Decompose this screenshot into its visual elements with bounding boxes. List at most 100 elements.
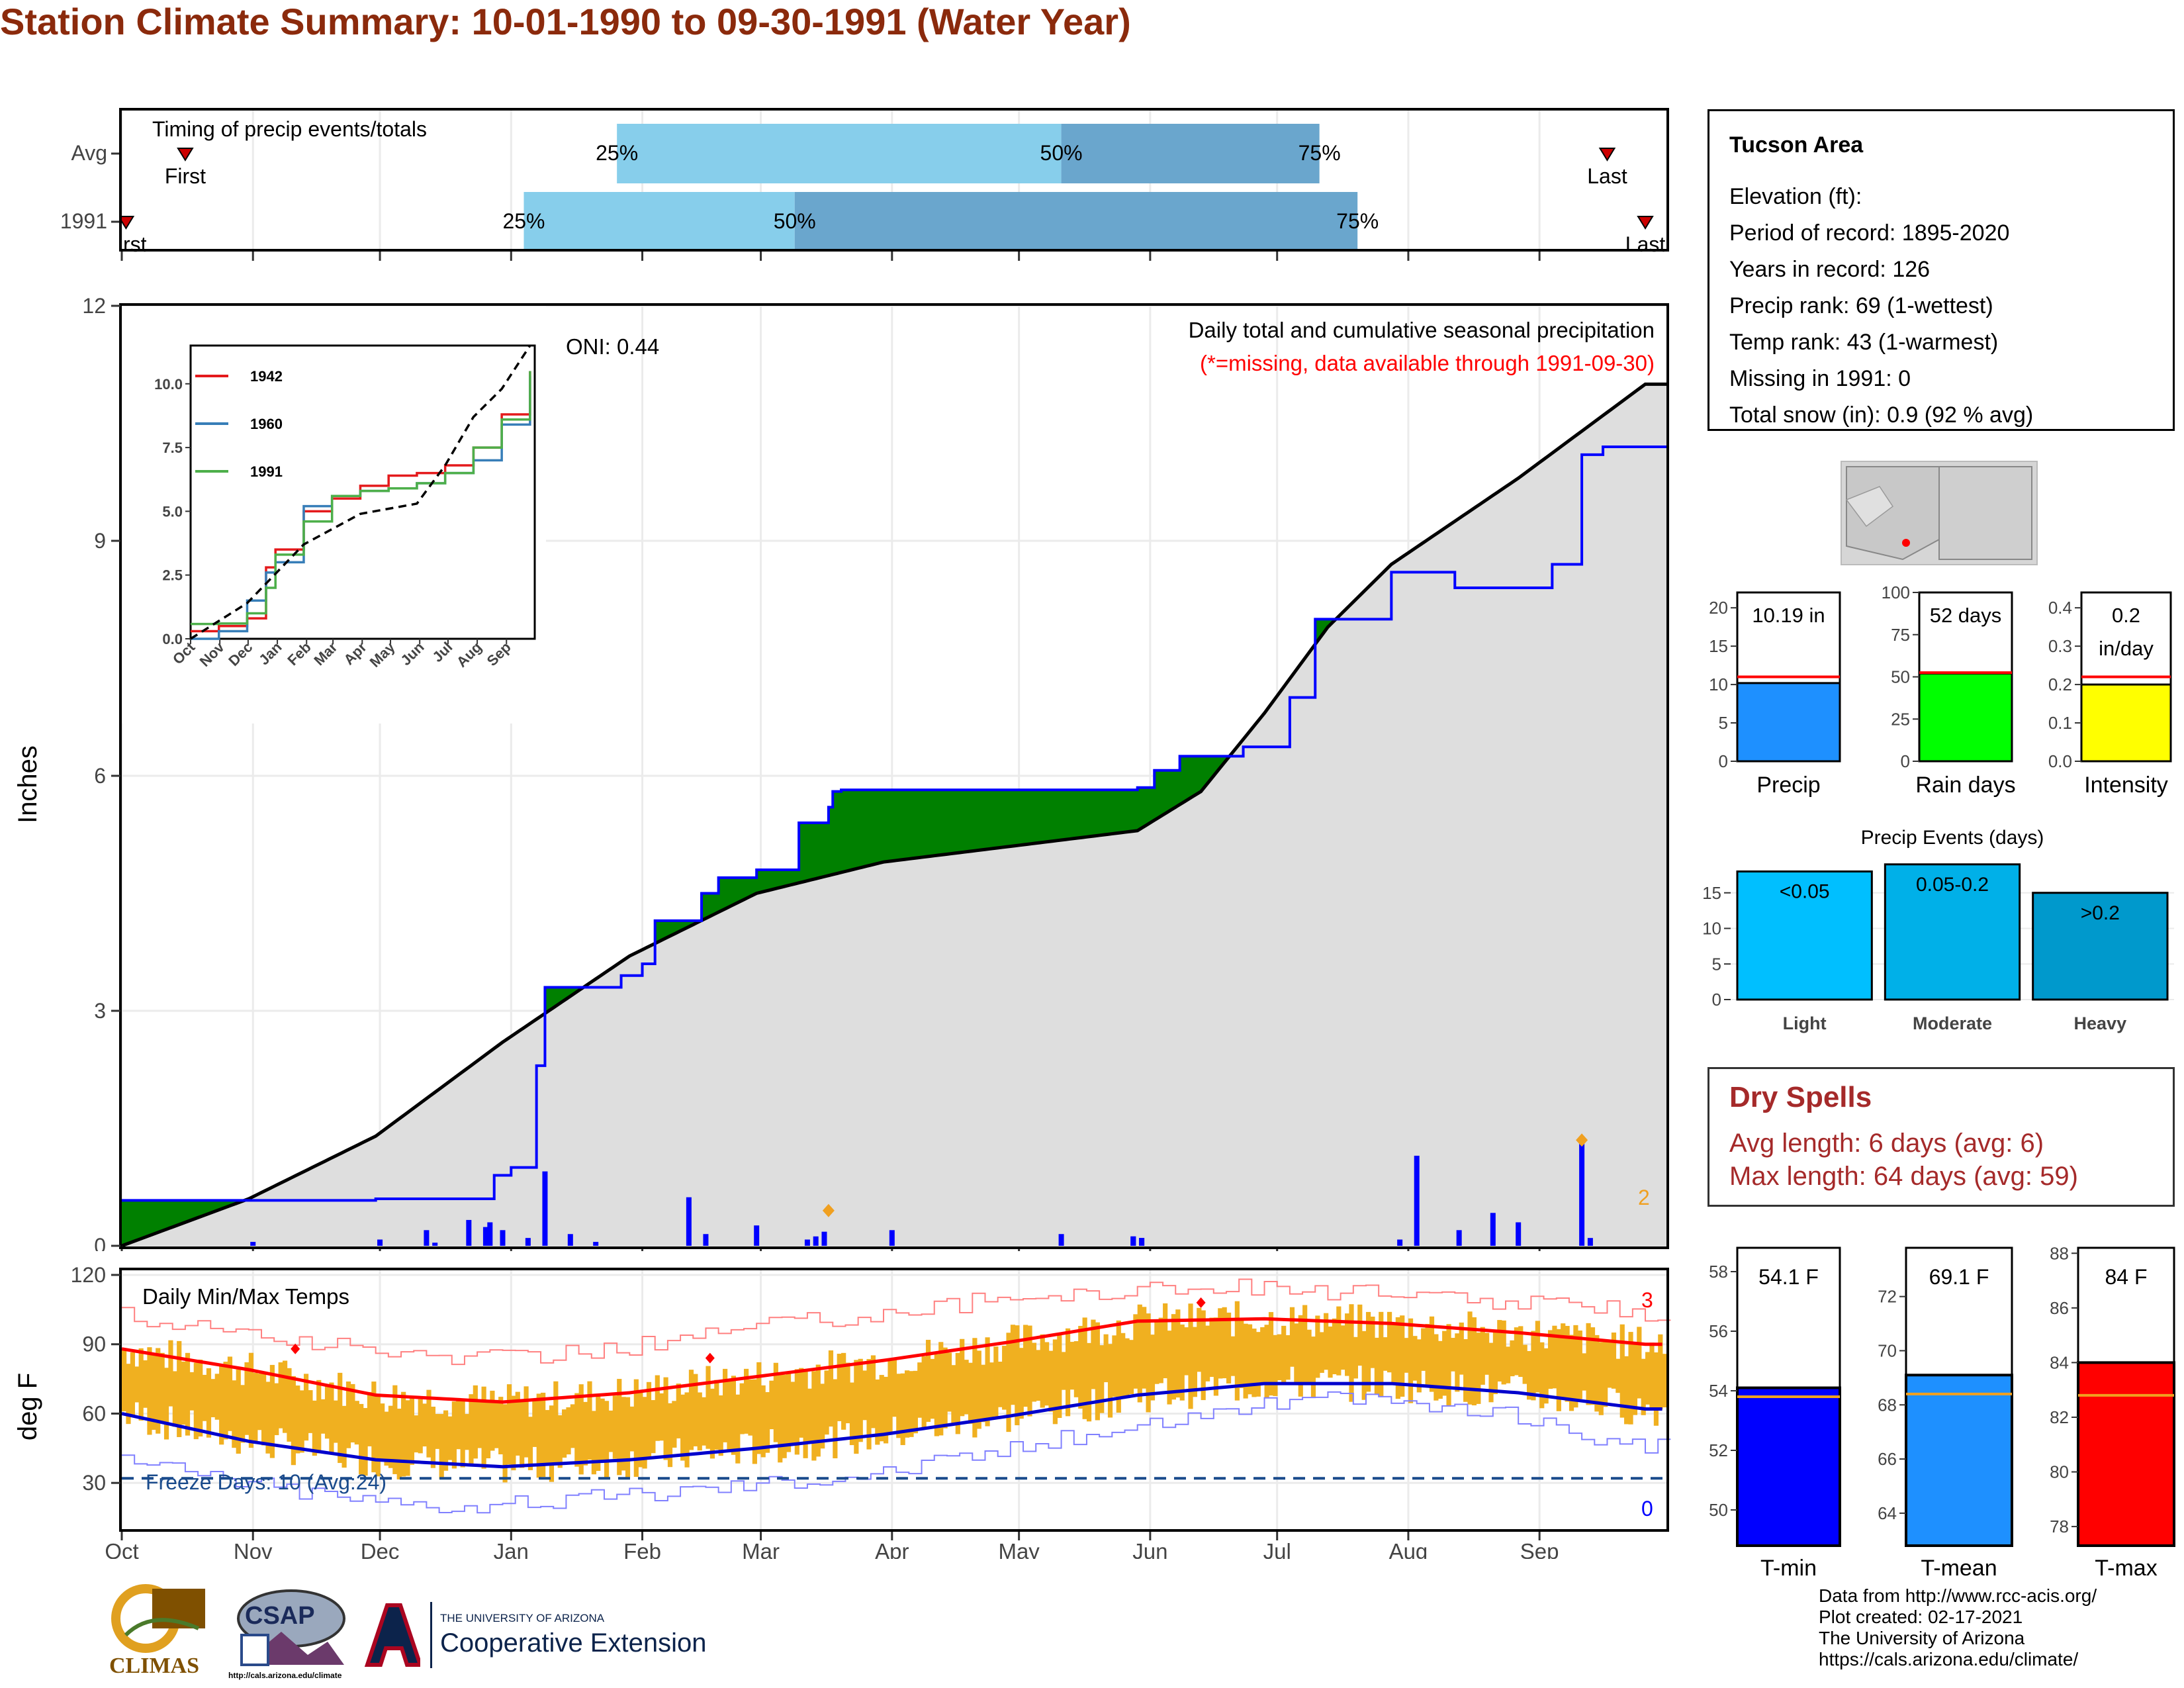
cumulative-diff-area	[1091, 790, 1096, 837]
daily-temp-bar	[236, 1369, 241, 1454]
temp-summary-bar-t-mean	[1905, 1374, 2013, 1547]
daily-temp-bar	[1471, 1317, 1477, 1406]
daily-precip-bar	[1587, 1238, 1593, 1246]
daily-temp-bar	[1501, 1320, 1506, 1385]
daily-temp-bar	[464, 1414, 470, 1450]
ua-a-icon	[364, 1603, 424, 1667]
daily-temp-bar	[138, 1348, 144, 1421]
last-label: Last	[1625, 232, 1666, 256]
station-line: Precip rank: 69 (1-wettest)	[1729, 293, 1993, 318]
daily-temp-bar	[316, 1380, 322, 1454]
max-count-label: 3	[1641, 1288, 1653, 1312]
temp-summary-y-tick-label: 50	[1709, 1500, 1728, 1520]
cumulative-diff-area	[138, 1200, 144, 1240]
daily-temp-bar	[900, 1373, 905, 1446]
daily-temp-bar	[181, 1361, 186, 1425]
events-bar-moderate	[1884, 863, 2021, 1001]
station-location-marker	[1902, 539, 1910, 547]
cumulative-diff-area	[705, 893, 711, 919]
daily-temp-bar	[172, 1371, 177, 1427]
daily-temp-bar	[1040, 1334, 1045, 1408]
daily-temp-bar	[1078, 1326, 1083, 1409]
daily-temp-bar	[350, 1383, 355, 1443]
cumulative-diff-area	[1209, 756, 1214, 781]
daily-temp-bar	[159, 1352, 165, 1423]
daily-temp-bar	[363, 1408, 368, 1476]
inset-y-tick-label: 5.0	[162, 503, 183, 520]
cumulative-diff-area	[214, 1200, 220, 1211]
events-bar-label: >0.2	[2081, 902, 2120, 924]
daily-temp-bar	[1065, 1328, 1071, 1417]
daily-precip-bar	[1130, 1236, 1136, 1246]
daily-temp-bar	[1628, 1332, 1633, 1425]
cumulative-diff-area	[917, 790, 923, 858]
daily-temp-bar	[1218, 1308, 1223, 1379]
daily-precip-bar	[804, 1239, 810, 1246]
daily-temp-bar	[156, 1348, 161, 1434]
daily-temp-bar	[1400, 1315, 1405, 1397]
daily-temp-bar	[562, 1409, 567, 1458]
daily-temp-bar	[608, 1410, 614, 1452]
daily-temp-bar	[396, 1408, 402, 1479]
daily-precip-bar	[1456, 1230, 1462, 1246]
daily-temp-bar	[265, 1382, 271, 1454]
daily-temp-bar	[198, 1359, 203, 1437]
temp-summary-y-tick-label: 72	[1878, 1287, 1897, 1307]
daily-temp-bar	[498, 1397, 504, 1454]
daily-precip-bar	[542, 1171, 548, 1246]
summary-bar-rain-days	[1918, 672, 2013, 763]
cumulative-diff-area	[1027, 790, 1032, 845]
daily-temp-bar	[1480, 1327, 1485, 1385]
daily-temp-bar	[1128, 1340, 1134, 1395]
footer-line: The University of Arizona	[1819, 1628, 2025, 1648]
daily-temp-bar	[1310, 1336, 1316, 1398]
daily-temp-bar	[168, 1340, 173, 1407]
daily-temp-bar	[764, 1392, 770, 1453]
daily-temp-bar	[1594, 1335, 1600, 1412]
timing-bar-25-50	[617, 124, 1062, 183]
cumulative-diff-area	[887, 790, 893, 862]
dry-spells-max: Max length: 64 days (avg: 59)	[1729, 1162, 2078, 1191]
temp-summary-bars: 50 52 54 56 58 54.1 F T-min 64 66 68 70 72 69.1 F T-m…	[1709, 1243, 2175, 1581]
daily-temp-bar	[663, 1377, 668, 1460]
cumulative-diff-area	[972, 790, 978, 851]
daily-temp-bar	[1379, 1311, 1384, 1397]
record-marker	[1196, 1297, 1206, 1308]
daily-temp-bar	[769, 1380, 774, 1430]
cumulative-diff-area	[1201, 756, 1206, 792]
timing-25-label: 25%	[502, 209, 545, 233]
daily-precip-bar	[432, 1243, 438, 1246]
cumulative-diff-area	[151, 1200, 156, 1235]
cumulative-diff-area	[676, 920, 681, 933]
daily-temp-bar	[134, 1366, 140, 1403]
daily-precip-bar	[889, 1230, 895, 1246]
daily-temp-bar	[1586, 1323, 1591, 1405]
daily-temp-bar	[287, 1368, 292, 1442]
daily-temp-bar	[1298, 1315, 1303, 1397]
cumulative-diff-area	[562, 987, 567, 1002]
daily-temp-bar	[667, 1403, 673, 1468]
cumulative-diff-area	[1065, 790, 1070, 840]
daily-temp-bar	[1158, 1317, 1163, 1383]
precip-subtitle: (*=missing, data available through 1991-…	[1200, 351, 1655, 375]
daily-temp-bar	[435, 1414, 440, 1449]
daily-temp-bar	[1433, 1334, 1439, 1401]
cumulative-diff-area	[1179, 756, 1185, 805]
daily-temp-bar	[743, 1368, 749, 1434]
daily-temp-bar	[773, 1362, 778, 1442]
daily-temp-bar	[240, 1385, 246, 1443]
cumulative-diff-area	[1112, 790, 1117, 834]
daily-temp-bar	[401, 1391, 406, 1477]
daily-temp-bar	[1120, 1333, 1126, 1399]
month-label: Feb	[623, 1539, 661, 1559]
daily-temp-bar	[1649, 1342, 1655, 1410]
daily-temp-bar	[1209, 1317, 1214, 1378]
daily-temp-bar	[1569, 1335, 1574, 1411]
daily-temp-bar	[723, 1368, 728, 1442]
daily-temp-bar	[1171, 1314, 1177, 1400]
daily-temp-bar	[469, 1394, 474, 1466]
cumulative-diff-area	[875, 790, 880, 865]
daily-temp-bar	[815, 1364, 821, 1457]
daily-temp-bar	[909, 1371, 914, 1437]
daily-temp-bar	[248, 1352, 254, 1448]
